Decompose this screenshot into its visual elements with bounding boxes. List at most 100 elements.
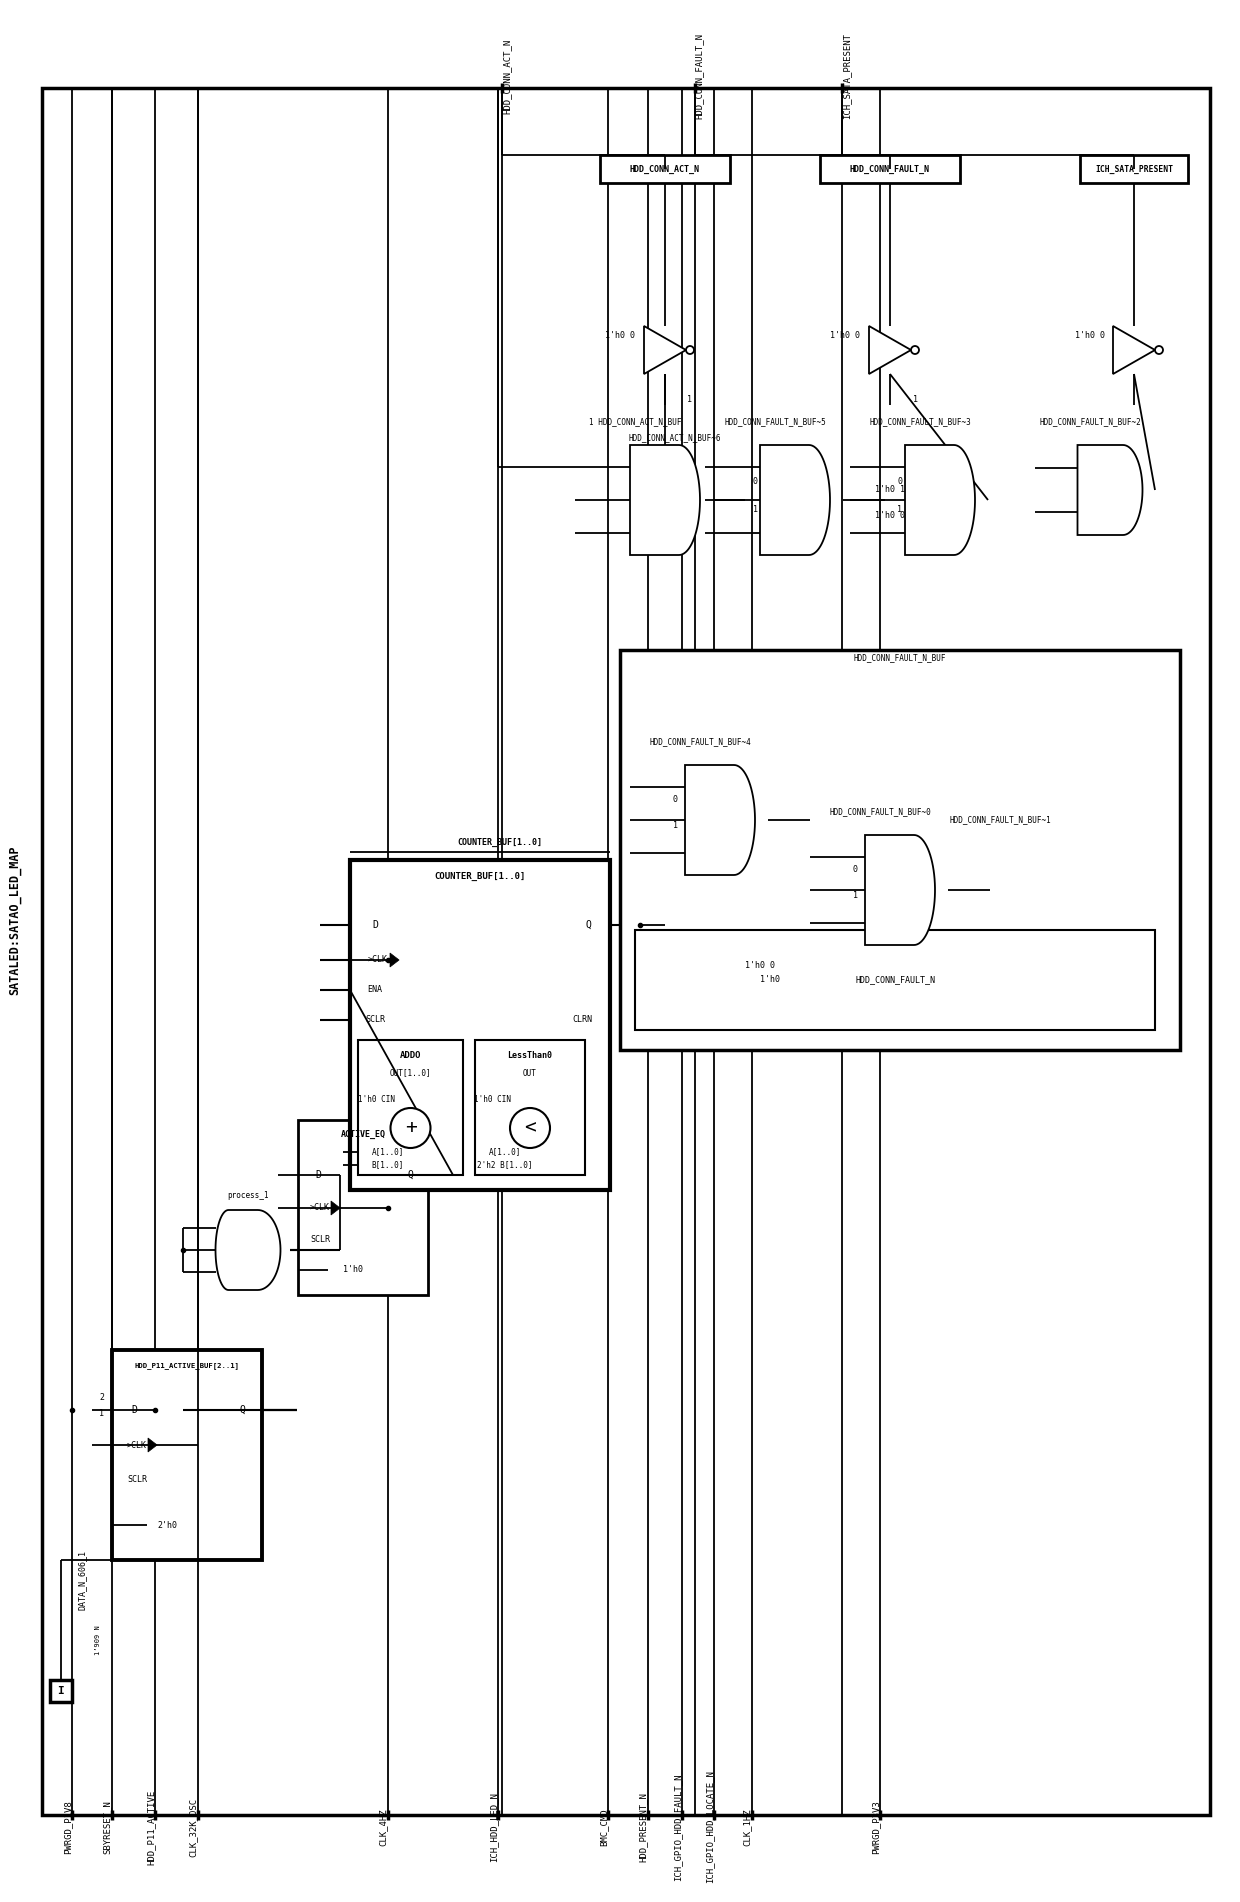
Text: ICH_HDD_LED_N: ICH_HDD_LED_N [489,1792,498,1862]
Text: CLK_1HZ: CLK_1HZ [743,1809,751,1845]
Text: 1: 1 [99,1409,104,1419]
Text: >CLK: >CLK [368,955,388,964]
Polygon shape [760,445,830,555]
Circle shape [911,346,919,354]
Text: SCLR: SCLR [365,1016,384,1025]
Polygon shape [684,765,755,875]
Text: 1'h0: 1'h0 [760,976,780,985]
Text: A[1..0]: A[1..0] [372,1147,404,1156]
Polygon shape [148,1438,157,1451]
Text: Q: Q [585,921,591,930]
Polygon shape [630,445,701,555]
Text: <: < [525,1118,536,1137]
Bar [358,1040,463,1175]
Text: 1: 1 [913,396,918,405]
Text: 1'h0 1: 1'h0 1 [875,485,905,495]
Text: BMC_CMD: BMC_CMD [599,1809,608,1845]
Bar [635,930,1154,1031]
Text: HDD_P11_ACTIVE_BUF[2..1]: HDD_P11_ACTIVE_BUF[2..1] [134,1362,239,1369]
Text: CLRN: CLRN [572,1016,591,1025]
Text: SATALED:SATAO_LED_MAP: SATALED:SATAO_LED_MAP [9,844,21,995]
Text: 1: 1 [898,506,903,515]
Text: HDD_CONN_FAULT_N_BUF~5: HDD_CONN_FAULT_N_BUF~5 [724,418,826,426]
Text: CLK_32K_OSC: CLK_32K_OSC [188,1797,198,1856]
Circle shape [1154,346,1163,354]
Text: Q: Q [239,1406,246,1415]
Text: A[1..0]: A[1..0] [489,1147,521,1156]
Polygon shape [644,325,686,375]
Bar [298,1120,428,1295]
Text: 1'h0 CIN: 1'h0 CIN [357,1096,394,1105]
Text: HDD_CONN_FAULT_N_BUF: HDD_CONN_FAULT_N_BUF [854,654,946,662]
Text: 1: 1 [853,890,858,900]
Bar [820,154,960,183]
Bar [600,154,730,183]
Text: 1: 1 [687,396,692,405]
Text: HDD_CONN_ACT_N: HDD_CONN_ACT_N [630,164,701,173]
Text: SBYRESET_N: SBYRESET_N [103,1799,112,1854]
Text: process_1: process_1 [227,1191,269,1200]
Text: >CLK: >CLK [310,1204,330,1212]
Polygon shape [216,1210,280,1290]
Text: ADDO: ADDO [399,1052,422,1061]
Text: 2: 2 [99,1394,104,1402]
Bar [475,1040,585,1175]
Text: D: D [372,921,378,930]
Text: B[1..0]: B[1..0] [372,1160,404,1170]
Text: ICH_SATA_PRESENT: ICH_SATA_PRESENT [842,32,851,120]
Text: SCLR: SCLR [126,1476,148,1484]
Text: 1'h0 0: 1'h0 0 [605,331,635,339]
Text: HDD_PRESENT_N: HDD_PRESENT_N [639,1792,649,1862]
Text: HDD_CONN_ACT_N: HDD_CONN_ACT_N [502,38,511,114]
Text: HDD_CONN_FAULT_N: HDD_CONN_FAULT_N [694,32,704,120]
Polygon shape [1114,325,1154,375]
Text: 1 HDD_CONN_ACT_N_BUF: 1 HDD_CONN_ACT_N_BUF [589,418,681,426]
Text: ENA: ENA [367,985,382,995]
Text: HDD_CONN_FAULT_N_BUF~2: HDD_CONN_FAULT_N_BUF~2 [1039,418,1141,426]
Text: 0: 0 [898,477,903,487]
Text: DATA_N_606_1: DATA_N_606_1 [77,1550,87,1609]
Circle shape [686,346,694,354]
Text: HDD_P11_ACTIVE: HDD_P11_ACTIVE [146,1790,155,1864]
Text: ICH_GPIO_HDD_FAULT_N: ICH_GPIO_HDD_FAULT_N [673,1773,682,1881]
Text: 0: 0 [853,865,858,875]
Text: I: I [57,1685,64,1697]
Text: D: D [315,1170,321,1179]
Polygon shape [869,325,911,375]
Text: HDD_CONN_FAULT_N: HDD_CONN_FAULT_N [849,164,930,173]
Text: 2'h0: 2'h0 [157,1520,177,1529]
Text: COUNTER_BUF[1..0]: COUNTER_BUF[1..0] [458,837,543,846]
Polygon shape [331,1200,340,1215]
Polygon shape [1078,445,1142,534]
Text: +: + [404,1118,417,1137]
Text: 1'h0: 1'h0 [343,1265,363,1274]
Circle shape [391,1109,430,1149]
Text: ICH_GPIO_HDD_LOCATE_N: ICH_GPIO_HDD_LOCATE_N [706,1771,714,1883]
Text: 1'h0 CIN: 1'h0 CIN [475,1096,511,1105]
Text: 1: 1 [753,506,758,515]
Text: >CLK: >CLK [126,1440,148,1449]
Bar [1080,154,1188,183]
Text: 1’909 N: 1’909 N [95,1624,100,1655]
Polygon shape [905,445,975,555]
Text: 1'h0 0: 1'h0 0 [830,331,861,339]
Text: CLK_4HZ: CLK_4HZ [379,1809,388,1845]
Text: HDD_CONN_FAULT_N_BUF~3: HDD_CONN_FAULT_N_BUF~3 [869,418,971,426]
Bar [350,860,610,1191]
Text: OUT: OUT [523,1069,537,1078]
Polygon shape [866,835,935,945]
Bar [620,650,1180,1050]
Text: PWRGD_P3V3: PWRGD_P3V3 [870,1799,880,1854]
Text: OUT[1..0]: OUT[1..0] [389,1069,432,1078]
Bar [50,1679,72,1702]
Text: ICH_SATA_PRESENT: ICH_SATA_PRESENT [1095,164,1173,173]
Text: 1'h0 0: 1'h0 0 [875,510,905,519]
Text: HDD_CONN_FAULT_N_BUF~0: HDD_CONN_FAULT_N_BUF~0 [830,808,931,816]
Text: 0: 0 [672,795,677,805]
Text: LessThan0: LessThan0 [507,1052,553,1061]
Text: 2'h2 B[1..0]: 2'h2 B[1..0] [477,1160,533,1170]
Text: HDD_CONN_ACT_N_BUF~6: HDD_CONN_ACT_N_BUF~6 [629,434,722,443]
Text: 1'h0 0: 1'h0 0 [1075,331,1105,339]
Text: Q: Q [407,1170,413,1179]
Bar [112,1350,262,1560]
